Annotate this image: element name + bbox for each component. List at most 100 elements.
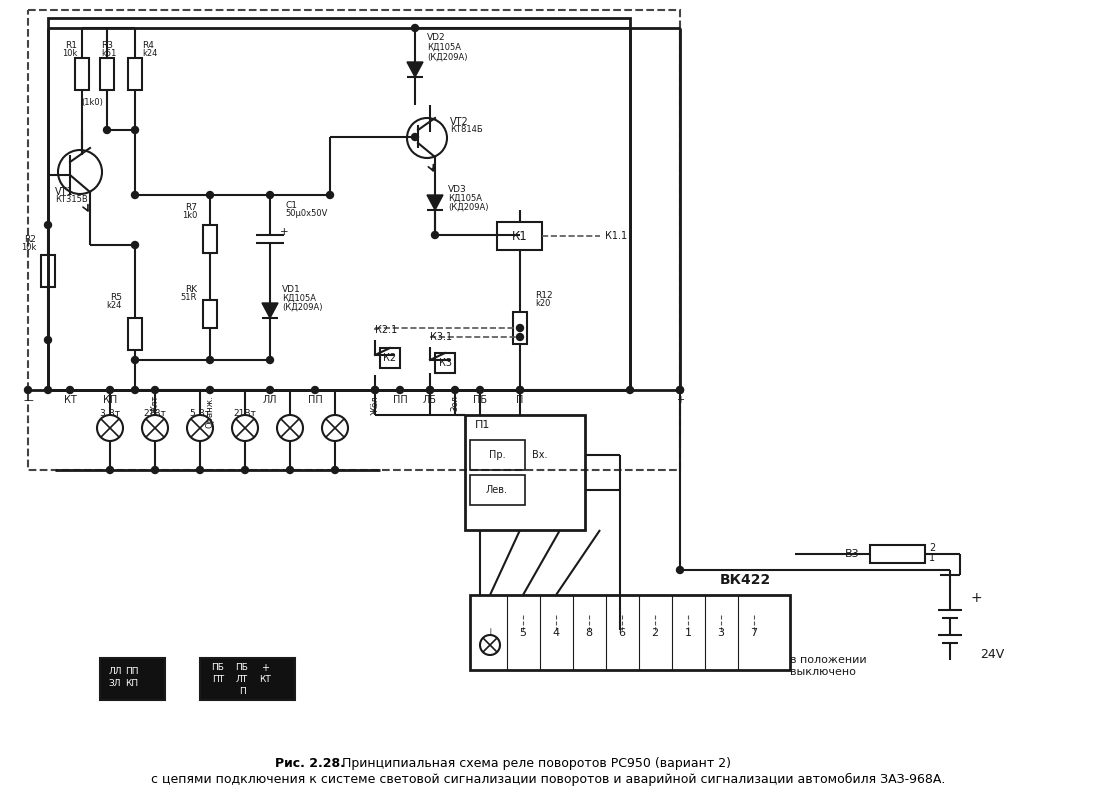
Text: —: — <box>23 395 33 405</box>
Polygon shape <box>407 62 423 77</box>
Text: Жлт: Жлт <box>150 395 160 415</box>
Text: k51: k51 <box>101 48 116 58</box>
Circle shape <box>241 467 249 473</box>
Text: (КД209А): (КД209А) <box>282 302 322 311</box>
Text: 1k0: 1k0 <box>182 210 197 220</box>
Text: 10k: 10k <box>21 244 36 253</box>
Bar <box>203 300 217 328</box>
Text: R5: R5 <box>110 294 122 302</box>
Text: с цепями подключения к системе световой сигнализации поворотов и аварийной сигна: с цепями подключения к системе световой … <box>151 773 945 786</box>
Circle shape <box>676 387 684 394</box>
Circle shape <box>103 127 111 133</box>
Text: П: П <box>239 687 246 696</box>
Bar <box>100 658 165 700</box>
Text: КТ: КТ <box>259 675 271 684</box>
Bar <box>380 348 400 368</box>
Text: КД105А: КД105А <box>282 294 316 302</box>
Text: ⊥: ⊥ <box>486 628 495 638</box>
Circle shape <box>426 387 434 394</box>
Text: ПБ: ПБ <box>473 395 487 405</box>
Text: Рис. 2.28.: Рис. 2.28. <box>275 757 345 770</box>
Circle shape <box>327 192 333 199</box>
Text: К2: К2 <box>384 353 397 363</box>
Text: ПБ: ПБ <box>212 663 225 673</box>
Text: ПТ: ПТ <box>212 675 224 684</box>
Text: k24: k24 <box>142 48 158 58</box>
Text: 6: 6 <box>618 628 626 638</box>
Circle shape <box>372 387 378 394</box>
Circle shape <box>331 467 339 473</box>
Bar <box>128 58 142 90</box>
Text: k24: k24 <box>106 301 122 310</box>
Text: 21Вт: 21Вт <box>144 408 167 418</box>
Circle shape <box>206 387 214 394</box>
Circle shape <box>266 192 274 199</box>
Text: +: + <box>261 663 269 673</box>
Text: В3: В3 <box>845 549 860 559</box>
Circle shape <box>286 467 294 473</box>
Circle shape <box>397 387 403 394</box>
Circle shape <box>106 387 114 394</box>
Text: ЛБ: ЛБ <box>423 395 437 405</box>
Text: 2: 2 <box>651 628 659 638</box>
Text: Принципиальная схема реле поворотов РС950 (вариант 2): Принципиальная схема реле поворотов РС95… <box>338 757 731 770</box>
Text: R4: R4 <box>142 42 153 51</box>
Circle shape <box>45 221 52 229</box>
Text: Пр.: Пр. <box>489 450 505 460</box>
Text: КТ: КТ <box>64 395 77 405</box>
Circle shape <box>151 387 159 394</box>
Text: VD1: VD1 <box>282 286 300 294</box>
Text: RK: RK <box>185 286 197 294</box>
Bar <box>100 58 114 90</box>
Circle shape <box>676 566 684 573</box>
Circle shape <box>132 192 138 199</box>
Circle shape <box>676 387 684 394</box>
Text: 1: 1 <box>685 628 692 638</box>
Text: 24V: 24V <box>980 649 1004 662</box>
Text: ПП: ПП <box>308 395 322 405</box>
Text: в положении: в положении <box>790 655 867 665</box>
Text: ПП: ПП <box>125 667 139 677</box>
Text: 8: 8 <box>585 628 593 638</box>
Text: КД105А: КД105А <box>427 43 461 51</box>
Text: +: + <box>676 395 684 405</box>
Text: К1: К1 <box>512 229 528 242</box>
Bar <box>470 475 525 505</box>
Text: R1: R1 <box>65 42 77 51</box>
Text: 5: 5 <box>520 628 526 638</box>
Circle shape <box>411 133 419 140</box>
Text: ЛЛ: ЛЛ <box>109 667 122 677</box>
Circle shape <box>411 25 419 31</box>
Circle shape <box>372 387 378 394</box>
Circle shape <box>132 127 138 133</box>
Polygon shape <box>262 303 278 318</box>
Text: k20: k20 <box>535 298 550 307</box>
Text: (КД209А): (КД209А) <box>448 202 489 212</box>
Bar <box>199 658 295 700</box>
Text: ПП: ПП <box>392 395 408 405</box>
Bar <box>28 10 680 470</box>
Bar <box>75 58 89 90</box>
Bar <box>470 595 790 670</box>
Circle shape <box>516 387 524 394</box>
Text: R12: R12 <box>535 290 552 299</box>
Text: R7: R7 <box>185 204 197 213</box>
Text: R3: R3 <box>101 42 113 51</box>
Text: 50μ0x50V: 50μ0x50V <box>285 209 328 217</box>
Circle shape <box>24 387 32 394</box>
Text: 5 Вт: 5 Вт <box>190 408 210 418</box>
Text: Жёл: Жёл <box>370 395 379 415</box>
Text: К3: К3 <box>438 358 452 368</box>
Text: Оранж.: Оранж. <box>206 395 215 428</box>
Text: ЗЛ: ЗЛ <box>109 679 122 688</box>
Text: C1: C1 <box>285 200 297 209</box>
Text: (КД209А): (КД209А) <box>427 52 468 62</box>
Text: 51R: 51R <box>181 293 197 302</box>
Text: 2: 2 <box>929 543 935 553</box>
Text: Вх.: Вх. <box>533 450 548 460</box>
Text: 7: 7 <box>751 628 757 638</box>
Text: КТ814Б: КТ814Б <box>450 125 482 135</box>
Text: КД105А: КД105А <box>448 193 482 202</box>
Text: VD2: VD2 <box>427 34 446 43</box>
Bar <box>870 545 925 563</box>
